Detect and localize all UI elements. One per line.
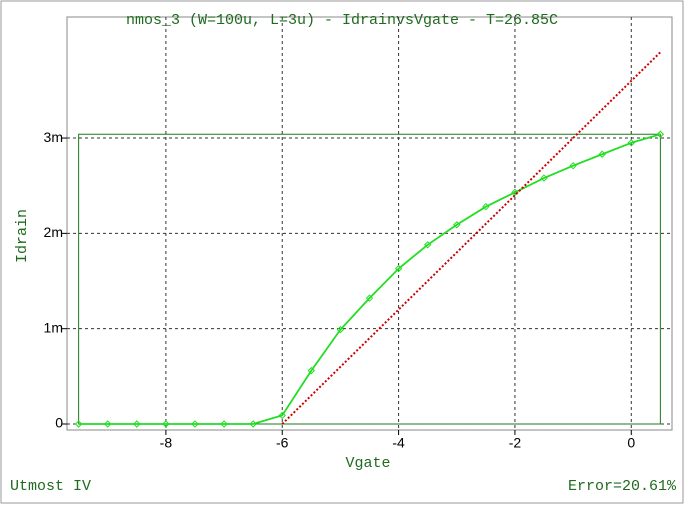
data-point	[365, 294, 374, 302]
data-point	[220, 420, 228, 428]
data-point	[540, 174, 548, 182]
data-point	[162, 420, 170, 428]
series-line	[281, 51, 662, 425]
x-tick-label: -2	[509, 435, 522, 451]
plot-area	[66, 16, 673, 431]
data-point	[656, 130, 665, 138]
x-tick-label: -4	[392, 435, 405, 451]
x-tick-label: -8	[160, 435, 173, 451]
y-axis-label: Idrain	[14, 209, 31, 263]
data-point	[191, 420, 199, 428]
data-box	[78, 133, 661, 425]
y-tick-label: 2m	[44, 224, 63, 240]
data-point	[394, 264, 403, 273]
data-point	[569, 161, 577, 170]
y-tick-label: 1m	[44, 319, 63, 335]
y-tick-label: 3m	[44, 129, 63, 145]
data-point	[423, 241, 432, 249]
footer-right: Error=20.61%	[568, 478, 677, 495]
x-tick-label: 0	[627, 435, 635, 451]
x-tick-label: -6	[276, 435, 289, 451]
footer-left: Utmost IV	[10, 478, 91, 495]
y-tick-label: 0	[55, 415, 63, 431]
data-point	[511, 188, 519, 197]
data-point	[627, 139, 635, 147]
data-point	[74, 420, 83, 428]
data-point	[104, 420, 112, 428]
data-point	[278, 411, 286, 420]
data-point	[598, 150, 606, 158]
data-point	[133, 420, 141, 428]
series-line	[78, 133, 661, 425]
data-point	[482, 202, 490, 211]
data-point	[249, 420, 257, 428]
data-point	[307, 366, 316, 375]
data-point	[336, 325, 345, 334]
data-point	[453, 221, 461, 229]
x-axis-label: Vgate	[345, 455, 390, 472]
chart-title: nmos_3 (W=100u, L=3u) - IdrainvsVgate - …	[126, 12, 558, 29]
